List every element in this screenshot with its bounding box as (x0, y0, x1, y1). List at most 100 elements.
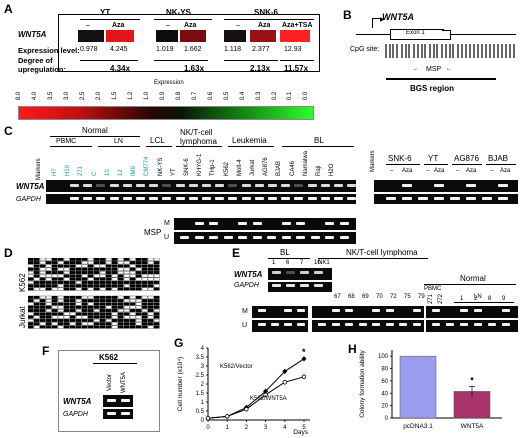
cpg-cell (33, 318, 40, 322)
panel-c: Normal PBMC LN LCL NK/T-cell lymphoma Le… (14, 126, 518, 250)
cpg-cell (105, 261, 112, 265)
scale-tick: 4.0 (32, 91, 39, 101)
cpg-cell (129, 322, 136, 326)
msp-m-band (460, 309, 468, 312)
cpg-cell (63, 318, 70, 322)
wnt5a-band (70, 184, 79, 187)
cpg-cell (57, 261, 64, 265)
msp-m-band (297, 309, 305, 312)
cpg-cell (141, 274, 148, 278)
cpg-label: CpG site: (350, 46, 380, 53)
gapdh-band (215, 197, 225, 200)
d-k562-label: K562 (18, 273, 27, 292)
expr-yt-minus: 0.978 (80, 46, 98, 53)
cpg-cell (147, 261, 154, 265)
cpg-cell (105, 318, 112, 322)
cpg-cell (129, 271, 136, 275)
cpg-cell (39, 312, 46, 316)
cpg-cell (129, 264, 136, 268)
cpg-cell (105, 271, 112, 275)
wnt5a-band (228, 184, 238, 187)
cpg-cell (33, 261, 40, 265)
cpg-cell (57, 280, 64, 284)
r-aza-3: Aza (466, 168, 477, 174)
e-lane-nk1: NK1 (318, 260, 330, 266)
cpg-cell (45, 271, 52, 275)
cpg-cell (39, 295, 46, 299)
wnt5a-band (314, 271, 323, 274)
cpg-cell (99, 312, 106, 316)
scale-tick-row: 8.0 4.0 3.5 3.0 2.5 2.0 1.5 1.2 1.0 0.9 … (16, 88, 316, 104)
cpg-cell (69, 315, 76, 319)
cpg-cell (33, 312, 40, 316)
lane-label-c: BJAB (276, 160, 283, 176)
cpg-cell (93, 274, 100, 278)
cpg-cell (63, 258, 70, 261)
cpg-cell (135, 287, 142, 291)
cpg-cell (63, 261, 70, 265)
cpg-cell (105, 312, 112, 316)
e-m-label: M (242, 308, 248, 315)
yt-aza-block (106, 30, 134, 42)
cpg-cell (39, 274, 46, 278)
lane-label-c: CA46 (289, 160, 296, 176)
cpg-cell (153, 280, 160, 284)
cpg-cell (57, 258, 64, 261)
cpg-cell (45, 295, 52, 299)
cpg-cell (45, 299, 52, 303)
cpg-cell (75, 267, 82, 271)
cpg-cell (111, 284, 118, 288)
label-ln: LN (114, 138, 123, 145)
gapdh-band (136, 197, 145, 200)
cpg-cell (63, 322, 70, 326)
cpg-cell (28, 305, 34, 309)
f-vector: Vector (107, 373, 113, 391)
bgs-label: BGS region (410, 84, 455, 93)
cpg-cell (75, 277, 82, 281)
cpg-cell (28, 287, 34, 291)
cpg-cell (99, 261, 106, 265)
g-y-axis-label: Cell number (x10⁴) (177, 357, 184, 411)
cpg-cell (123, 264, 130, 268)
cpg-cell (75, 318, 82, 322)
cpg-cell (39, 284, 46, 288)
expr-label: Expression level: (18, 46, 80, 55)
wnt5a-band (294, 184, 304, 187)
gapdh-band (83, 197, 93, 200)
cpg-cell (57, 277, 64, 281)
wnt5a-band (162, 184, 172, 187)
cpg-cell (51, 315, 58, 319)
cpg-cell (63, 280, 70, 284)
cpg-cell (123, 322, 130, 326)
cpg-cell (81, 258, 88, 261)
cpg-cell (33, 277, 40, 281)
cpg-cell (135, 309, 142, 313)
cpg-cell (28, 264, 34, 268)
gapdh-band (254, 197, 264, 200)
cpg-cell (99, 258, 106, 261)
panel-a: WNT5A YT NK-YS SNK-6 – Aza – Aza – Aza A… (14, 2, 316, 126)
msp-u-band (223, 236, 233, 239)
cpg-cell (111, 280, 118, 284)
cpg-cell (28, 302, 34, 306)
gel-e-u-right (426, 320, 518, 332)
treat-minus-3: – (236, 22, 240, 29)
gel-e-m-left (252, 306, 308, 318)
scale-tick: 2.0 (96, 91, 103, 101)
scale-tick: 3.5 (48, 91, 55, 101)
cpg-cell (123, 295, 130, 299)
cpg-cell (75, 309, 82, 313)
cpg-cell (51, 299, 58, 303)
cpg-cell (99, 287, 106, 291)
msp-u-band (488, 323, 496, 326)
f-wnt5a-label: WNT5A (63, 397, 92, 406)
lane-label-c: Jurkat (250, 159, 256, 176)
lane-markers: Markers (36, 158, 42, 180)
panel-g-letter: G (174, 336, 184, 350)
cpg-cell (123, 258, 130, 261)
cpg-cell (33, 287, 40, 291)
msp-m-band (296, 222, 305, 225)
cpg-cell (57, 287, 64, 291)
degree-yt: 4.34x (110, 64, 131, 73)
cpg-cell (51, 325, 58, 329)
